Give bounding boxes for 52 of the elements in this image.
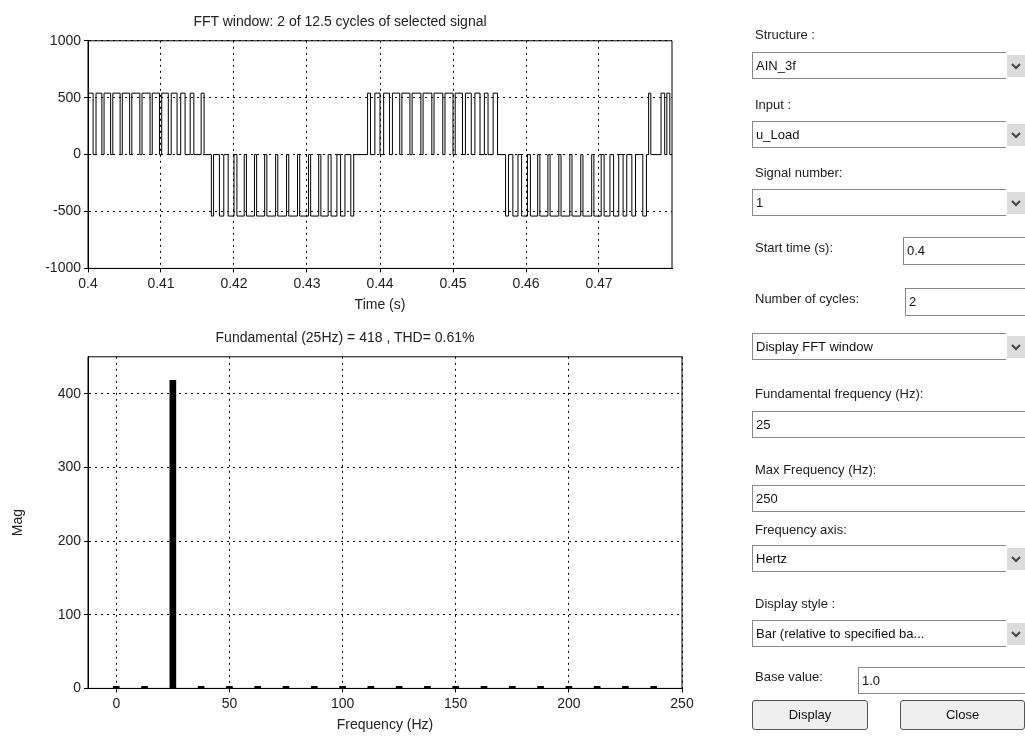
y-tick-label: 400 <box>57 384 82 401</box>
text: Frequency axis: <box>754 521 848 539</box>
y-tick-label: 300 <box>57 458 82 475</box>
y-tick-label: 0 <box>73 145 82 162</box>
chart-title: FFT window: 2 of 12.5 cycles of selected signal <box>193 13 487 30</box>
dropdown: Display FFT window <box>752 333 1006 360</box>
text: Structure : <box>754 26 816 44</box>
text: Display style : <box>754 595 837 613</box>
y-tick-label: 100 <box>57 605 82 622</box>
y-tick-label: 200 <box>57 531 82 548</box>
text: Signal number: <box>754 164 844 182</box>
y-axis-title: Mag <box>9 508 26 537</box>
dropdown: Hertz <box>752 545 1006 572</box>
x-tick-label: 0.43 <box>293 274 321 291</box>
dropdown: 1 <box>752 189 1006 216</box>
x-tick-label: 0.45 <box>439 274 467 291</box>
button: Close <box>900 700 1025 730</box>
text-field: 1.0 <box>858 667 1025 694</box>
x-tick-label: 50 <box>221 694 238 711</box>
x-tick-label: 0.46 <box>512 274 540 291</box>
button: Display <box>752 700 868 730</box>
y-tick-label: 0 <box>73 679 82 696</box>
x-tick-label: 0.41 <box>147 274 175 291</box>
y-tick-label: 1000 <box>49 31 82 48</box>
x-tick-label: 0.44 <box>366 274 394 291</box>
text: Start time (s): <box>754 239 834 257</box>
x-tick-label: 100 <box>330 694 355 711</box>
text: Max Frequency (Hz): <box>754 461 878 479</box>
x-axis-title: Frequency (Hz) <box>336 716 434 733</box>
x-tick-label: 0.47 <box>585 274 613 291</box>
chart-title: Fundamental (25Hz) = 418 , THD= 0.61% <box>215 329 475 346</box>
dropdown: Bar (relative to specified ba... <box>752 620 1006 647</box>
text: Number of cycles: <box>754 290 861 308</box>
text-field: 25 <box>752 411 1025 438</box>
text: Input : <box>754 96 793 114</box>
x-axis-title: Time (s) <box>354 296 406 313</box>
text-field: 2 <box>905 288 1025 316</box>
y-tick-label: 500 <box>57 88 82 105</box>
dropdown: AIN_3f <box>752 52 1006 79</box>
y-tick-label: -1000 <box>45 259 82 276</box>
x-tick-label: 0.4 <box>78 274 98 291</box>
x-tick-label: 200 <box>557 694 581 711</box>
text-field: 0.4 <box>903 237 1025 265</box>
x-tick-label: 0 <box>112 694 121 711</box>
text: Fundamental frequency (Hz): <box>754 385 925 403</box>
dropdown: u_Load <box>752 121 1006 148</box>
x-tick-label: 0.42 <box>220 274 248 291</box>
text-field: 250 <box>752 485 1025 512</box>
y-tick-label: -500 <box>52 202 82 219</box>
x-tick-label: 250 <box>670 694 694 711</box>
x-tick-label: 150 <box>444 694 468 711</box>
text: Base value: <box>754 668 824 686</box>
